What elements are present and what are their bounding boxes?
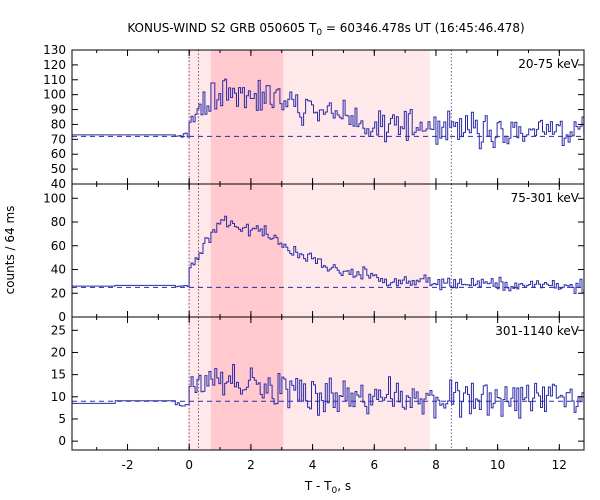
y-tick-label: 90 <box>51 103 66 117</box>
y-tick-label: 60 <box>51 239 66 253</box>
y-tick-label: 40 <box>51 177 66 191</box>
y-tick-label: 120 <box>43 58 66 72</box>
y-tick-label: 130 <box>43 43 66 57</box>
y-tick-label: 0 <box>58 434 66 448</box>
x-tick-label: 10 <box>490 458 505 472</box>
panel-energy-label: 75-301 keV <box>511 191 580 205</box>
panel-3: 0 5 10 15 20 25 301-1140 keV <box>51 316 585 451</box>
light-curve-series <box>72 215 585 294</box>
y-tick-label: 100 <box>43 88 66 102</box>
panel-energy-label: 301-1140 keV <box>495 324 579 338</box>
x-axis-label: T - T0, s <box>304 479 351 496</box>
x-tick-label: -2 <box>122 458 134 472</box>
y-tick-label: 60 <box>51 147 66 161</box>
y-tick-label: 50 <box>51 162 66 176</box>
y-tick-label: 20 <box>51 345 66 359</box>
x-tick-label: 4 <box>309 458 317 472</box>
light-curve-series <box>72 78 585 150</box>
y-tick-label: 70 <box>51 132 66 146</box>
y-tick-label: 40 <box>51 263 66 277</box>
x-tick-label: 2 <box>247 458 255 472</box>
y-tick-label: 20 <box>51 286 66 300</box>
y-tick-label: 10 <box>51 390 66 404</box>
chart-title: KONUS-WIND S2 GRB 050605 T0 = 60346.478s… <box>127 21 524 38</box>
y-tick-label: 110 <box>43 73 66 87</box>
y-tick-label: 100 <box>43 191 66 205</box>
panel-frame <box>71 316 585 451</box>
y-tick-label: 80 <box>51 215 66 229</box>
y-tick-label: 5 <box>58 412 66 426</box>
y-axis-label: counts / 64 ms <box>3 206 17 295</box>
light-curve-series <box>72 364 585 419</box>
y-tick-label: 25 <box>51 323 66 337</box>
x-tick-label: 0 <box>185 458 193 472</box>
x-tick-label: 8 <box>432 458 440 472</box>
x-tick-label: 12 <box>552 458 567 472</box>
panel-energy-label: 20-75 keV <box>518 57 580 71</box>
y-tick-label: 80 <box>51 117 66 131</box>
y-tick-label: 0 <box>58 310 66 324</box>
y-tick-label: 15 <box>51 368 66 382</box>
x-tick-label: 6 <box>370 458 378 472</box>
